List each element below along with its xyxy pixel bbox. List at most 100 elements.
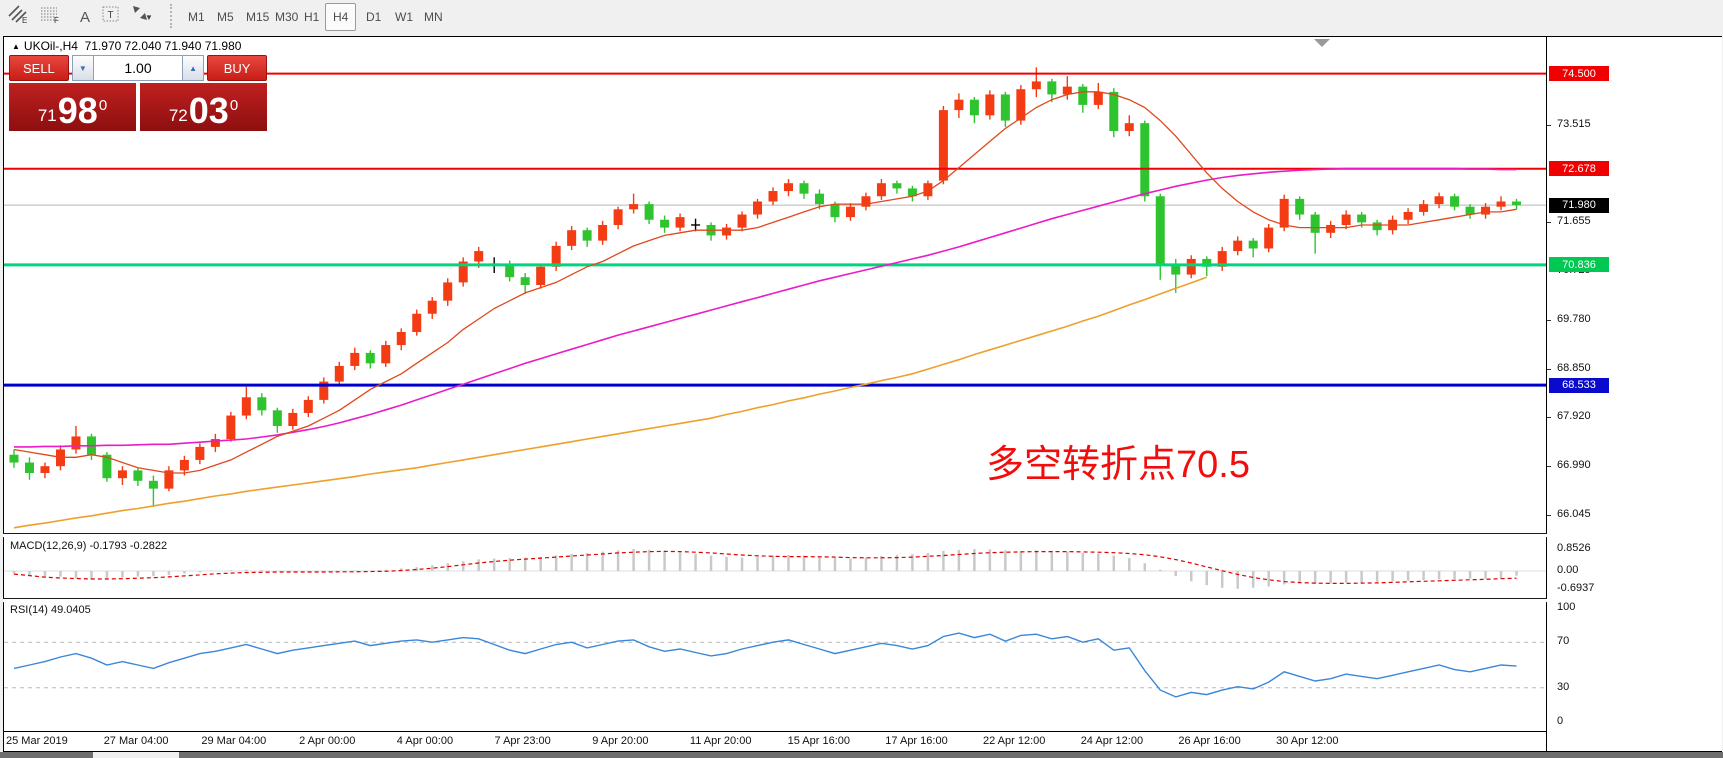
chart-frame-top <box>3 36 1722 37</box>
fibonacci-tool-icon[interactable]: F <box>38 3 68 31</box>
axis-tick-mark <box>1547 368 1551 370</box>
chart-ohlc: 71.970 72.040 71.940 71.980 <box>84 39 242 53</box>
rsi-pane[interactable]: RSI(14) 49.0405 <box>4 601 1546 731</box>
svg-text:T: T <box>108 10 114 21</box>
volume-increase-button[interactable]: ▲ <box>182 55 205 81</box>
price-level-badge: 71.980 <box>1549 197 1609 213</box>
sell-button[interactable]: SELL <box>9 55 69 81</box>
rsi-scale-label: 30 <box>1557 680 1570 693</box>
date-label: 22 Apr 12:00 <box>983 735 1046 747</box>
price-tick-label: 73.515 <box>1557 118 1591 130</box>
svg-text:E: E <box>22 16 27 24</box>
sell-price-display[interactable]: 71 98 0 <box>9 83 136 131</box>
chart-symbol: UKOil-,H4 <box>23 39 78 53</box>
bottom-tab[interactable] <box>0 752 93 758</box>
text-label-tool-icon[interactable]: T <box>100 3 130 31</box>
price-tick-label: 66.990 <box>1557 458 1591 471</box>
timeframe-button-m30[interactable]: M30 <box>275 10 299 24</box>
timeframe-button-h1[interactable]: H1 <box>304 10 320 24</box>
timeframe-button-m5[interactable]: M5 <box>217 10 234 24</box>
toolbar: E F A T ▼ <box>0 0 1723 35</box>
chart-shift-marker[interactable] <box>1314 39 1330 47</box>
chart-text-annotation: 多空转折点70.5 <box>986 444 1250 486</box>
rsi-scale-label: 100 <box>1557 601 1576 613</box>
macd-scale-label: -0.6937 <box>1557 581 1595 594</box>
sell-price-big: 98 <box>57 89 98 131</box>
price-axis[interactable]: 73.51572.58571.65570.72569.78068.85067.9… <box>1547 37 1722 751</box>
date-label: 2 Apr 00:00 <box>299 735 356 747</box>
date-label: 27 Mar 04:00 <box>103 735 169 747</box>
time-axis-border <box>3 731 1722 732</box>
bottom-tab[interactable] <box>93 752 179 758</box>
symbol-triangle-icon: ▲ <box>12 42 20 51</box>
date-label: 29 Mar 04:00 <box>201 735 267 747</box>
price-tick-label: 68.850 <box>1557 361 1591 374</box>
candlestick-chart <box>4 67 1546 529</box>
buy-price-display[interactable]: 72 03 0 <box>140 83 267 131</box>
arrows-tool-icon[interactable]: ▼ <box>130 3 166 31</box>
axis-tick-mark <box>1547 515 1551 516</box>
time-axis[interactable]: 25 Mar 2019 27 Mar 04:00 29 Mar 04:00 2 Apr… <box>4 732 1546 751</box>
sell-price-small: 71 <box>37 106 57 125</box>
date-label: 9 Apr 20:00 <box>592 735 649 747</box>
axis-tick-mark <box>1547 320 1551 321</box>
volume-decrease-button[interactable]: ▼ <box>71 55 94 81</box>
timeframe-button-h4[interactable]: H4 <box>325 3 357 31</box>
chart-frame-bottom <box>3 751 1722 752</box>
axis-tick-mark <box>1547 222 1551 224</box>
toolbar-separator <box>170 4 176 28</box>
buy-price-big: 03 <box>188 89 229 131</box>
buy-price-sup: 0 <box>229 97 239 114</box>
macd-scale-label: 0.00 <box>1557 564 1579 576</box>
svg-text:F: F <box>54 16 59 24</box>
sell-price-sup: 0 <box>98 97 108 114</box>
chart-frame-left <box>3 36 4 751</box>
axis-tick-mark <box>1547 465 1551 467</box>
buy-button[interactable]: BUY <box>207 55 267 81</box>
date-label: 15 Apr 16:00 <box>787 735 850 747</box>
one-click-trade-panel: SELL ▼ ▲ BUY 71 98 0 72 03 0 <box>9 55 267 131</box>
price-tick-label: 69.780 <box>1557 313 1591 325</box>
date-label: 4 Apr 00:00 <box>396 735 454 747</box>
price-tick-label: 67.920 <box>1557 410 1591 423</box>
price-tick-label: 66.045 <box>1557 508 1591 520</box>
rsi-chart <box>4 632 1546 698</box>
main-chart-pane[interactable]: ▲ UKOil-,H4 71.970 72.040 71.940 71.980 S… <box>4 37 1546 533</box>
macd-pane[interactable]: MACD(12,26,9) -0.1793 -0.2822 <box>4 537 1546 598</box>
arrows-dropdown-caret[interactable]: ▼ <box>145 12 153 22</box>
rsi-scale-label: 70 <box>1557 635 1570 648</box>
bottom-tab-strip <box>0 752 1723 758</box>
date-label: 7 Apr 23:00 <box>494 735 551 747</box>
bottom-tab[interactable] <box>179 752 1723 758</box>
date-label: 11 Apr 20:00 <box>689 735 752 747</box>
price-level-badge: 68.533 <box>1549 377 1609 393</box>
date-label: 24 Apr 12:00 <box>1080 735 1144 747</box>
macd-label: MACD(12,26,9) -0.1793 -0.2822 <box>10 540 168 552</box>
axis-separator <box>1546 36 1547 751</box>
date-label: 25 Mar 2019 <box>6 735 68 747</box>
timeframe-button-mn[interactable]: MN <box>424 10 443 24</box>
timeframe-button-m15[interactable]: M15 <box>246 10 270 24</box>
equidistant-channel-tool-icon[interactable]: E <box>6 3 36 31</box>
price-level-badge: 74.500 <box>1549 66 1609 82</box>
text-tool-icon[interactable]: A <box>79 8 90 26</box>
macd-chart <box>4 549 1546 589</box>
buy-price-small: 72 <box>168 106 188 125</box>
timeframe-button-w1[interactable]: W1 <box>395 10 413 24</box>
timeframe-button-m1[interactable]: M1 <box>188 10 205 24</box>
date-label: 30 Apr 12:00 <box>1276 735 1339 747</box>
price-level-badge: 70.836 <box>1549 257 1609 273</box>
macd-scale-label: 0.8526 <box>1557 542 1591 554</box>
chart-title: ▲ UKOil-,H4 71.970 72.040 71.940 71.980 <box>12 39 241 53</box>
rsi-label: RSI(14) 49.0405 <box>10 604 91 616</box>
price-level-badge: 72.678 <box>1549 161 1609 177</box>
date-label: 17 Apr 16:00 <box>885 735 948 747</box>
timeframe-button-d1[interactable]: D1 <box>366 10 382 24</box>
price-tick-label: 71.655 <box>1557 215 1591 228</box>
volume-input[interactable] <box>94 55 182 81</box>
axis-tick-mark <box>1547 417 1551 419</box>
rsi-scale-label: 0 <box>1557 715 1564 727</box>
date-label: 26 Apr 16:00 <box>1178 735 1241 747</box>
axis-tick-mark <box>1547 125 1551 126</box>
